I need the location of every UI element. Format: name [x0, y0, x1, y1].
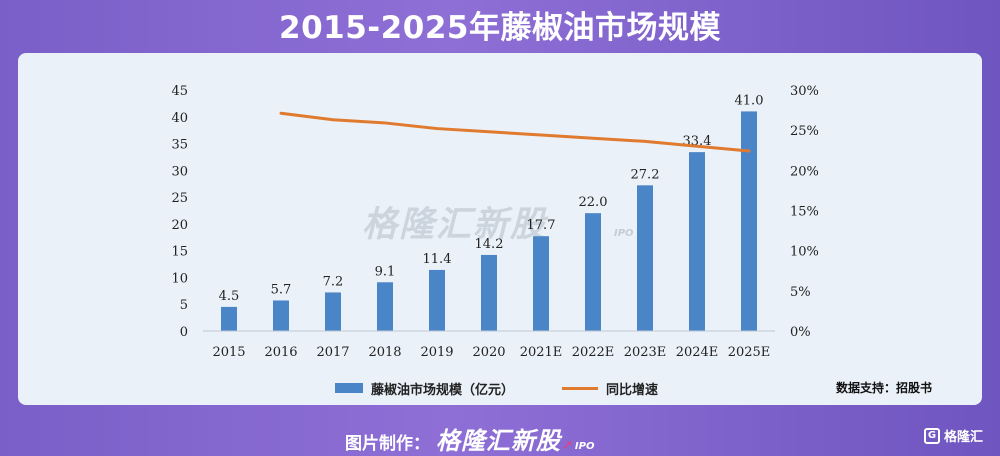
bar — [689, 152, 705, 331]
legend-item-line: 同比增速 — [562, 379, 658, 398]
bar — [741, 111, 757, 331]
growth-line-series — [279, 111, 751, 153]
watermark: 格隆汇新股 — [362, 205, 548, 245]
bar-value-label: 7.2 — [323, 274, 344, 289]
bar — [325, 292, 341, 331]
x-axis: 2015 2016 2017 2018 2019 2020 2021E 2022E 2023E 2… — [203, 330, 775, 360]
bar — [481, 254, 497, 331]
bar — [533, 236, 549, 331]
bar-value-labels: 4.5 5.77.29.111.414.217.722.027.233.441.0 — [219, 93, 764, 303]
x-tick-label: 2017 — [316, 345, 349, 360]
chart-title: 2015-2025年藤椒油市场规模 — [279, 10, 721, 46]
right-axis: 0% 5% 10% 15% 20% 25% 30% — [790, 84, 819, 340]
y-right-tick-label: 15% — [790, 205, 819, 220]
y-left-tick-label: 45 — [171, 84, 188, 99]
bar-value-label: 11.4 — [423, 252, 452, 267]
x-tick-label: 2025E — [728, 345, 771, 360]
footer-credit-label: 图片制作： — [345, 434, 430, 454]
y-left-tick-label: 25 — [171, 191, 188, 206]
x-tick-label: 2016 — [264, 345, 297, 360]
arrow-icon: ➚ — [562, 438, 573, 453]
bar-value-label: 9.1 — [375, 264, 396, 279]
y-right-tick-label: 0% — [790, 325, 811, 340]
y-left-tick-label: 40 — [171, 111, 188, 126]
bar-value-label: 17.7 — [527, 218, 556, 233]
y-left-tick-label: 30 — [171, 164, 188, 179]
bar — [221, 306, 237, 331]
x-tick-label: 2020 — [472, 345, 505, 360]
footer-credit: 图片制作： 格隆汇新股 ➚ IPO — [345, 421, 594, 456]
x-tick-label: 2015 — [212, 345, 245, 360]
brand-logo: G 格隆汇 — [924, 426, 983, 445]
legend-bar-swatch — [335, 383, 363, 393]
bar — [377, 282, 393, 331]
bar — [429, 269, 445, 331]
bar-value-label: 14.2 — [475, 237, 504, 252]
left-axis: 0 5 10 15 20 25 30 35 40 45 — [171, 84, 188, 340]
legend-item-bar: 藤椒油市场规模（亿元） — [335, 379, 514, 398]
y-left-tick-label: 35 — [171, 138, 188, 153]
y-left-tick-label: 20 — [171, 218, 188, 233]
y-left-tick-label: 5 — [180, 298, 188, 313]
bar-value-label: 4.5 — [219, 289, 240, 304]
bar-series — [221, 111, 757, 331]
x-tick-label: 2018 — [368, 345, 401, 360]
logo-text: 格隆汇 — [944, 430, 984, 445]
legend-line-swatch — [562, 386, 599, 390]
bar — [637, 185, 653, 331]
footer: 图片制作： 格隆汇新股 ➚ IPO G 格隆汇 — [0, 417, 1000, 455]
bar-value-label: 41.0 — [735, 93, 764, 108]
legend: 藤椒油市场规模（亿元） 同比增速 — [335, 378, 706, 398]
growth-line — [279, 111, 751, 153]
bar-value-label: 22.0 — [579, 195, 608, 210]
y-left-tick-label: 10 — [171, 271, 188, 286]
y-right-tick-label: 30% — [790, 84, 819, 99]
y-left-tick-label: 15 — [171, 245, 188, 260]
watermark-sub: IPO — [614, 228, 634, 239]
footer-brand-sub: IPO — [574, 441, 595, 452]
bar — [585, 213, 601, 331]
bar-value-label: 5.7 — [271, 282, 292, 297]
chart-card — [18, 53, 982, 405]
legend-line-label: 同比增速 — [606, 382, 659, 398]
x-tick-label: 2022E — [572, 345, 615, 360]
data-source: 数据支持：招股书 — [836, 381, 933, 395]
x-tick-label: 2023E — [624, 345, 667, 360]
logo-icon: G — [924, 427, 940, 444]
y-right-tick-label: 5% — [790, 285, 811, 300]
legend-bar-label: 藤椒油市场规模（亿元） — [371, 382, 515, 398]
footer-brand: 格隆汇新股 — [436, 427, 561, 455]
bar — [273, 300, 289, 331]
y-right-tick-label: 20% — [790, 164, 819, 179]
y-right-tick-label: 25% — [790, 124, 819, 139]
y-right-tick-label: 10% — [790, 245, 819, 260]
x-tick-label: 2024E — [676, 345, 719, 360]
bar-value-label: 27.2 — [631, 167, 660, 182]
y-left-tick-label: 0 — [180, 325, 188, 340]
x-tick-label: 2021E — [520, 345, 563, 360]
x-tick-label: 2019 — [420, 345, 453, 360]
